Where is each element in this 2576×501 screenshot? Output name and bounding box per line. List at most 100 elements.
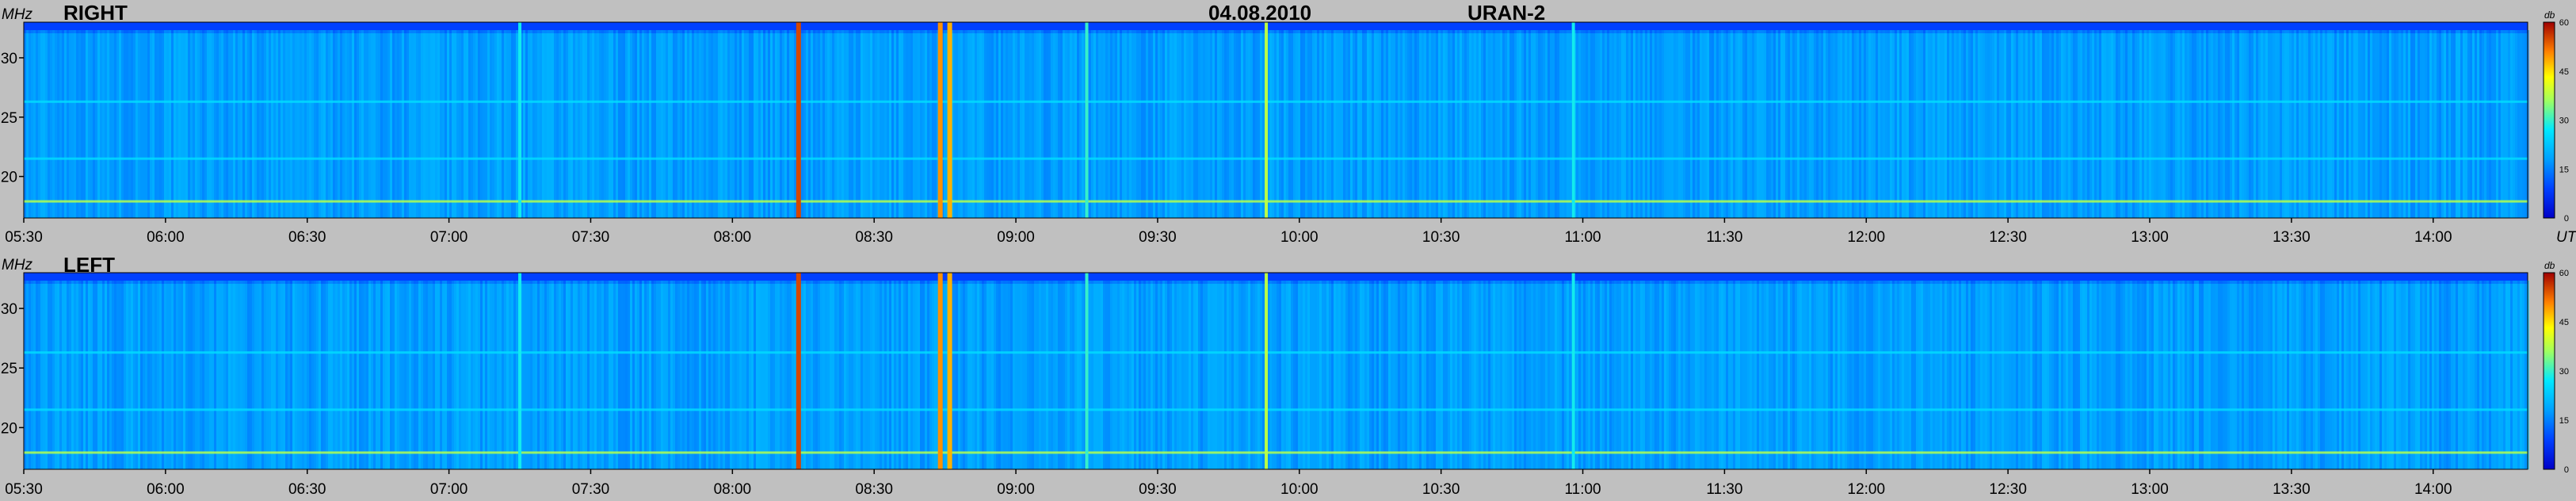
spectrum-column xyxy=(2261,30,2263,218)
spectrum-column xyxy=(2154,281,2156,469)
spectrum-column xyxy=(2094,281,2097,469)
spectrum-column xyxy=(1460,30,1462,218)
spectrum-column xyxy=(1181,281,1184,469)
x-tick-label: 09:30 xyxy=(1139,229,1177,246)
spectrum-column xyxy=(1055,281,1058,469)
spectrum-column xyxy=(399,281,402,469)
spectrum-column xyxy=(1234,281,1236,469)
spectrum-column xyxy=(675,281,677,469)
x-tick-label: 08:00 xyxy=(714,481,752,498)
spectrum-column xyxy=(1509,30,1512,218)
spectrum-column xyxy=(732,30,735,218)
spectrum-column xyxy=(870,30,872,218)
spectrum-column xyxy=(2130,30,2132,218)
spectrum-column xyxy=(754,30,756,218)
spectrum-column xyxy=(882,30,884,218)
spectrum-column xyxy=(656,281,658,469)
spectrum-column xyxy=(1210,30,1212,218)
spectrum-column xyxy=(1488,30,1490,218)
spectrum-column xyxy=(894,281,896,469)
spectrum-column xyxy=(409,30,411,218)
spectrum-column xyxy=(1122,281,1124,469)
spectrum-column xyxy=(803,281,806,469)
spectrum-column xyxy=(1719,30,1721,218)
spectrum-column xyxy=(1521,30,1524,218)
spectrum-column xyxy=(1569,281,1571,469)
spectrum-column xyxy=(953,281,956,469)
spectrum-column xyxy=(497,30,499,218)
spectrum-column xyxy=(1422,30,1424,218)
spectrum-column xyxy=(1619,30,1621,218)
spectrum-column xyxy=(509,30,511,218)
spectrum-column xyxy=(1212,281,1215,469)
spectrum-column xyxy=(668,30,670,218)
spectrum-column xyxy=(2151,30,2154,218)
spectrum-column xyxy=(537,281,540,469)
spectrum-column xyxy=(2099,30,2101,218)
x-tick-label: 11:30 xyxy=(1706,229,1742,246)
spectrum-column xyxy=(901,281,903,469)
spectrum-column xyxy=(1638,30,1640,218)
spectrum-column xyxy=(440,30,442,218)
spectrum-column xyxy=(1975,281,1978,469)
spectrum-column xyxy=(52,281,55,469)
spectrum-column xyxy=(868,30,870,218)
spectrum-column xyxy=(844,30,846,218)
spectrum-column xyxy=(1845,30,1847,218)
spectrum-column xyxy=(856,281,858,469)
spectrum-column xyxy=(2446,30,2448,218)
spectrum-column xyxy=(442,281,445,469)
spectrum-column xyxy=(2325,281,2327,469)
spectrum-column xyxy=(2156,281,2158,469)
spectrum-column xyxy=(1624,30,1626,218)
spectrum-column xyxy=(2292,281,2294,469)
spectrum-column xyxy=(1700,281,1702,469)
spectrum-column xyxy=(1902,281,1904,469)
spectrum-column xyxy=(1923,30,1925,218)
spectrum-column xyxy=(975,30,977,218)
spectrum-column xyxy=(2399,30,2401,218)
spectrum-column xyxy=(1281,281,1284,469)
spectrum-column xyxy=(2425,30,2427,218)
spectrum-column xyxy=(502,30,504,218)
spectrum-column xyxy=(204,30,207,218)
spectrum-column xyxy=(549,30,551,218)
spectrum-column xyxy=(606,281,609,469)
spectrum-column xyxy=(245,30,247,218)
spectrum-column xyxy=(2189,281,2192,469)
spectrum-column xyxy=(126,281,128,469)
spectrum-column xyxy=(2377,281,2379,469)
spectrum-column xyxy=(1193,281,1196,469)
y-tick-label: 25 xyxy=(1,110,17,127)
spectrum-column xyxy=(2166,281,2168,469)
spectrum-column xyxy=(67,281,69,469)
x-tick-label: 12:30 xyxy=(1989,229,2027,246)
spectrum-column xyxy=(682,281,685,469)
spectrum-column xyxy=(1595,30,1597,218)
spectrum-column xyxy=(352,281,354,469)
spectrum-column xyxy=(573,281,575,469)
spectrum-column xyxy=(452,281,454,469)
spectrum-column xyxy=(64,281,67,469)
spectrum-column xyxy=(1678,281,1681,469)
spectrum-column xyxy=(1956,30,1959,218)
spectrum-column xyxy=(563,281,566,469)
spectrum-column xyxy=(899,30,901,218)
spectrum-column xyxy=(1593,30,1595,218)
spectrum-column xyxy=(922,281,925,469)
spectrum-column xyxy=(2453,281,2456,469)
spectrum-column xyxy=(1471,30,1474,218)
spectrum-column xyxy=(618,281,620,469)
spectrum-column xyxy=(1750,281,1752,469)
spectrum-column xyxy=(1414,281,1417,469)
spectrum-column xyxy=(1597,30,1600,218)
spectrum-column xyxy=(713,30,716,218)
spectrum-column xyxy=(544,281,547,469)
spectrum-column xyxy=(285,30,288,218)
spectrum-column xyxy=(43,281,45,469)
spectrum-column xyxy=(1728,281,1731,469)
spectrum-column xyxy=(1626,30,1628,218)
spectrum-column xyxy=(2418,281,2420,469)
x-tick-label: 05:30 xyxy=(5,229,43,246)
spectrum-column xyxy=(704,281,706,469)
